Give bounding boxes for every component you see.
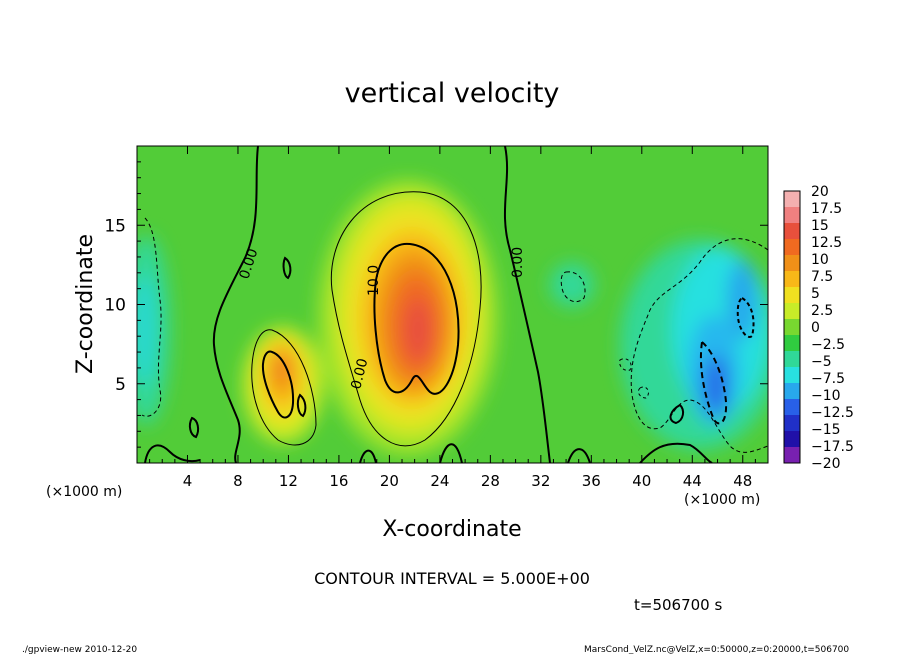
contour-5-central <box>330 191 482 447</box>
x-unit-label-left: (×1000 m) <box>46 484 122 500</box>
colorbar-label-14: −15 <box>811 422 841 438</box>
colorbar-swatch-1 <box>784 207 800 224</box>
colorbar: 2017.51512.5107.552.50−2.5−5−7.5−10−12.5… <box>783 184 854 472</box>
contour-10-west-b <box>296 393 307 418</box>
contour-zero-central <box>503 146 551 463</box>
colorbar-swatch-0 <box>784 191 800 208</box>
x-tick-label-4: 20 <box>380 472 399 490</box>
x-tick-label-10: 44 <box>683 472 702 490</box>
colorbar-label-0: 20 <box>811 184 829 200</box>
colorbar-label-5: 7.5 <box>811 269 833 285</box>
colorbar-swatch-5 <box>784 271 800 288</box>
x-tick-label-7: 32 <box>531 472 550 490</box>
contour-label-2: 10.0 <box>366 265 382 296</box>
contour-interval-text: CONTOUR INTERVAL = 5.000E+00 <box>314 569 590 588</box>
colorbar-swatch-13 <box>784 399 800 416</box>
contour-neg-east-inner <box>699 340 728 425</box>
colorbar-label-12: −10 <box>811 388 841 404</box>
contour-zero-east <box>669 403 685 425</box>
colorbar-swatch-10 <box>784 351 800 368</box>
x-tick-label-11: 48 <box>733 472 752 490</box>
colorbar-label-9: −2.5 <box>811 337 845 353</box>
x-tick-label-3: 16 <box>329 472 348 490</box>
colorbar-label-2: 15 <box>811 218 829 234</box>
x-axis: 4 8 12 16 20 24 28 32 36 40 44 48 <box>149 146 756 490</box>
colorbar-swatch-16 <box>784 447 800 464</box>
colorbar-label-6: 5 <box>811 286 820 302</box>
x-unit-label-right: (×1000 m) <box>684 492 760 508</box>
colorbar-frame <box>783 190 801 464</box>
footer-left: ./gpview-new 2010-12-20 <box>22 645 137 654</box>
y-tick-label-2: 15 <box>104 216 126 236</box>
x-tick-label-1: 8 <box>233 472 243 490</box>
colorbar-label-3: 12.5 <box>811 235 842 251</box>
contour-neg-east-spots <box>619 358 649 399</box>
x-tick-label-9: 40 <box>632 472 651 490</box>
colorbar-label-13: −12.5 <box>811 405 854 421</box>
contour-label-4: 0.00 <box>510 247 526 278</box>
contour-zero-small-2 <box>188 416 200 439</box>
colorbar-label-4: 10 <box>811 252 829 268</box>
y-tick-label-1: 10 <box>104 296 126 316</box>
colorbar-swatch-6 <box>784 287 800 304</box>
colorbar-label-11: −7.5 <box>811 371 845 387</box>
colorbar-label-7: 2.5 <box>811 303 833 319</box>
colorbar-label-15: −17.5 <box>811 439 854 455</box>
contour-label-3: 0.00 <box>348 357 371 391</box>
contour-10-west <box>261 350 295 419</box>
colorbar-swatch-4 <box>784 255 800 272</box>
contour-neg-east-inner-2 <box>736 296 755 338</box>
colorbar-label-8: 0 <box>811 320 820 336</box>
contour-zero-small-1 <box>282 256 292 280</box>
colorbar-swatch-7 <box>784 303 800 320</box>
contour-10-central <box>373 242 460 395</box>
x-tick-label-8: 36 <box>582 472 601 490</box>
contour-lines <box>141 146 768 463</box>
x-axis-label: X-coordinate <box>382 517 521 542</box>
y-tick-label-0: 5 <box>115 375 126 395</box>
colorbar-swatch-12 <box>784 383 800 400</box>
contour-neg-east-outer <box>630 238 768 453</box>
colorbar-label-10: −5 <box>811 354 832 370</box>
colorbar-swatch-15 <box>784 431 800 448</box>
colorbar-swatch-8 <box>784 319 800 336</box>
colorbar-label-1: 17.5 <box>811 201 842 217</box>
y-axis: 5 10 15 <box>104 161 768 448</box>
contour-neg-center <box>560 271 586 303</box>
colorbar-swatch-2 <box>784 223 800 240</box>
footer-right: MarsCond_VelZ.nc@VelZ,x=0:50000,z=0:2000… <box>584 645 849 654</box>
colorbar-swatch-11 <box>784 367 800 384</box>
plot-field <box>137 146 768 463</box>
y-axis-label: Z-coordinate <box>73 234 98 374</box>
time-text: t=506700 s <box>634 596 722 614</box>
colorbar-swatch-9 <box>784 335 800 352</box>
colorbar-swatch-3 <box>784 239 800 256</box>
contour-neg-west <box>141 217 162 417</box>
chart-title: vertical velocity <box>345 78 560 109</box>
colorbar-label-16: −20 <box>811 456 841 472</box>
x-tick-label-6: 28 <box>481 472 500 490</box>
x-tick-label-0: 4 <box>183 472 193 490</box>
x-tick-label-2: 12 <box>279 472 298 490</box>
contour-zero-west <box>212 146 259 463</box>
contour-zero-bottom <box>144 442 713 463</box>
colorbar-swatch-14 <box>784 415 800 432</box>
contour-5-west <box>251 329 317 446</box>
x-tick-label-5: 24 <box>430 472 449 490</box>
